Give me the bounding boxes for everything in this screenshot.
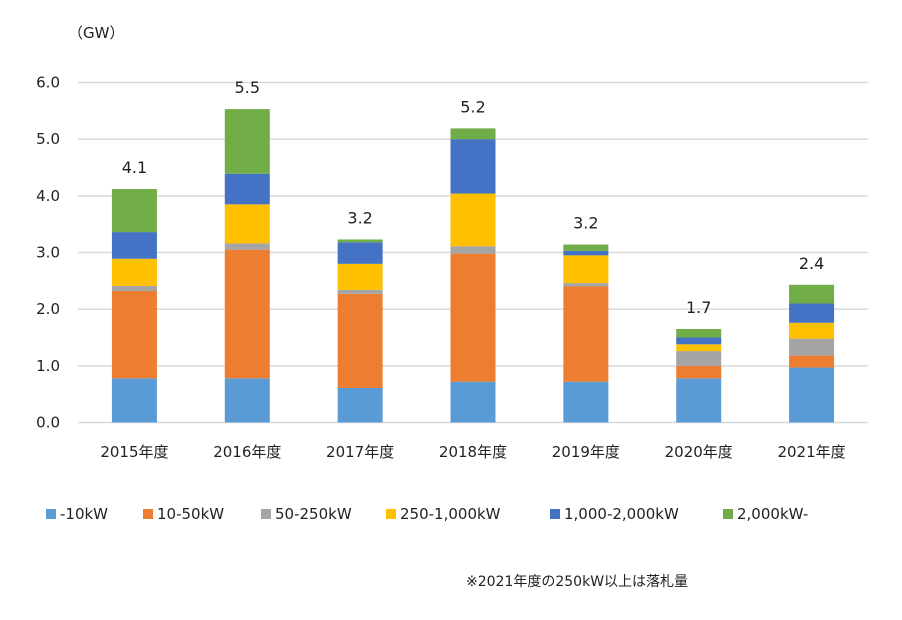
bar-segment-10kw: [676, 378, 722, 423]
bar-segment-10-50kw: [563, 286, 609, 382]
bar-segment-2-000kw: [676, 329, 722, 338]
legend-swatch: [550, 509, 560, 519]
bar-segment-1-000-2-000kw: [111, 232, 157, 259]
bar-segment-2-000kw: [337, 239, 383, 243]
legend-swatch: [143, 509, 153, 519]
legend-label: 50-250kW: [275, 505, 352, 523]
bar-total-label: 5.2: [460, 97, 485, 116]
bar-segment-50-250kw: [676, 351, 722, 366]
y-tick-label: 0.0: [36, 414, 60, 432]
bar-segment-50-250kw: [563, 283, 609, 287]
legend-label: 1,000-2,000kW: [564, 505, 679, 523]
bar-segment-50-250kw: [224, 243, 270, 250]
bar-segment-10kw: [789, 367, 835, 423]
bar-segment-50-250kw: [450, 246, 496, 254]
y-tick-label: 6.0: [36, 74, 60, 92]
bar-segment-1-000-2-000kw: [789, 303, 835, 323]
y-tick-label: 5.0: [36, 130, 60, 148]
x-tick-label: 2020年度: [665, 443, 733, 461]
bar-segment-1-000-2-000kw: [563, 250, 609, 256]
legend-label: -10kW: [60, 505, 109, 523]
legend-swatch: [386, 509, 396, 519]
x-tick-label: 2021年度: [777, 443, 845, 461]
bar-segment-50-250kw: [337, 289, 383, 294]
bar-total-label: 1.7: [686, 298, 711, 317]
bar-segment-10kw: [337, 387, 383, 423]
legend-item: 1,000-2,000kW: [550, 505, 679, 523]
legend-label: 2,000kW-: [737, 505, 809, 523]
bar-segment-50-250kw: [111, 285, 157, 292]
bar-segment-10kw: [111, 378, 157, 423]
x-tick-label: 2015年度: [100, 443, 168, 461]
legend-swatch: [46, 509, 56, 519]
y-tick-label: 2.0: [36, 300, 60, 318]
bar-segment-250-1-000kw: [450, 193, 496, 247]
bar-segment-50-250kw: [789, 338, 835, 356]
x-tick-label: 2018年度: [439, 443, 507, 461]
legend-item: 2,000kW-: [723, 505, 808, 523]
bar-segment-10-50kw: [789, 355, 835, 368]
bar-segment-10-50kw: [450, 253, 496, 382]
legend-item: -10kW: [46, 505, 108, 523]
bar-segment-250-1-000kw: [224, 204, 270, 244]
bar-segment-2-000kw: [563, 244, 609, 251]
bar-segment-1-000-2-000kw: [337, 242, 383, 264]
bar-segment-1-000-2-000kw: [450, 139, 496, 194]
x-tick-label: 2016年度: [213, 443, 281, 461]
bar-segment-10kw: [224, 378, 270, 423]
bar-segment-2-000kw: [789, 284, 835, 304]
x-tick-label: 2017年度: [326, 443, 394, 461]
legend-item: 50-250kW: [261, 505, 352, 523]
bar-total-label: 5.5: [235, 78, 260, 97]
legend-label: 10-50kW: [157, 505, 225, 523]
bar-total-label: 3.2: [347, 208, 372, 227]
bar-segment-10-50kw: [676, 365, 722, 379]
legend-swatch: [261, 509, 271, 519]
bar-segment-2-000kw: [450, 128, 496, 140]
y-axis-unit: （GW）: [68, 24, 125, 42]
legend-item: 250-1,000kW: [386, 505, 501, 523]
legend-item: 10-50kW: [143, 505, 224, 523]
y-tick-label: 3.0: [36, 244, 60, 262]
bar-segment-250-1-000kw: [789, 322, 835, 339]
bar-segment-10kw: [450, 381, 496, 423]
y-tick-label: 4.0: [36, 187, 60, 205]
bar-total-label: 2.4: [799, 254, 824, 273]
legend-swatch: [723, 509, 733, 519]
bar-segment-1-000-2-000kw: [224, 173, 270, 205]
bar-segment-10kw: [563, 381, 609, 423]
bar-segment-1-000-2-000kw: [676, 337, 722, 345]
bar-total-label: 4.1: [122, 158, 147, 177]
footnote: ※2021年度の250kW以上は落札量: [466, 574, 689, 590]
bar-segment-250-1-000kw: [337, 263, 383, 290]
bar-segment-2-000kw: [224, 109, 270, 174]
legend-label: 250-1,000kW: [400, 505, 501, 523]
bar-total-label: 3.2: [573, 214, 598, 233]
bar-segment-250-1-000kw: [563, 255, 609, 284]
bar-segment-10-50kw: [111, 291, 157, 379]
x-tick-label: 2019年度: [552, 443, 620, 461]
legend: -10kW 10-50kW 50-250kW 250-1,000kW 1,000-2,0…: [0, 505, 902, 527]
bar-segment-2-000kw: [111, 189, 157, 233]
y-tick-label: 1.0: [36, 357, 60, 375]
bar-segment-10-50kw: [337, 293, 383, 388]
bar-segment-250-1-000kw: [111, 258, 157, 286]
bar-segment-250-1-000kw: [676, 344, 722, 352]
bar-segment-10-50kw: [224, 249, 270, 379]
